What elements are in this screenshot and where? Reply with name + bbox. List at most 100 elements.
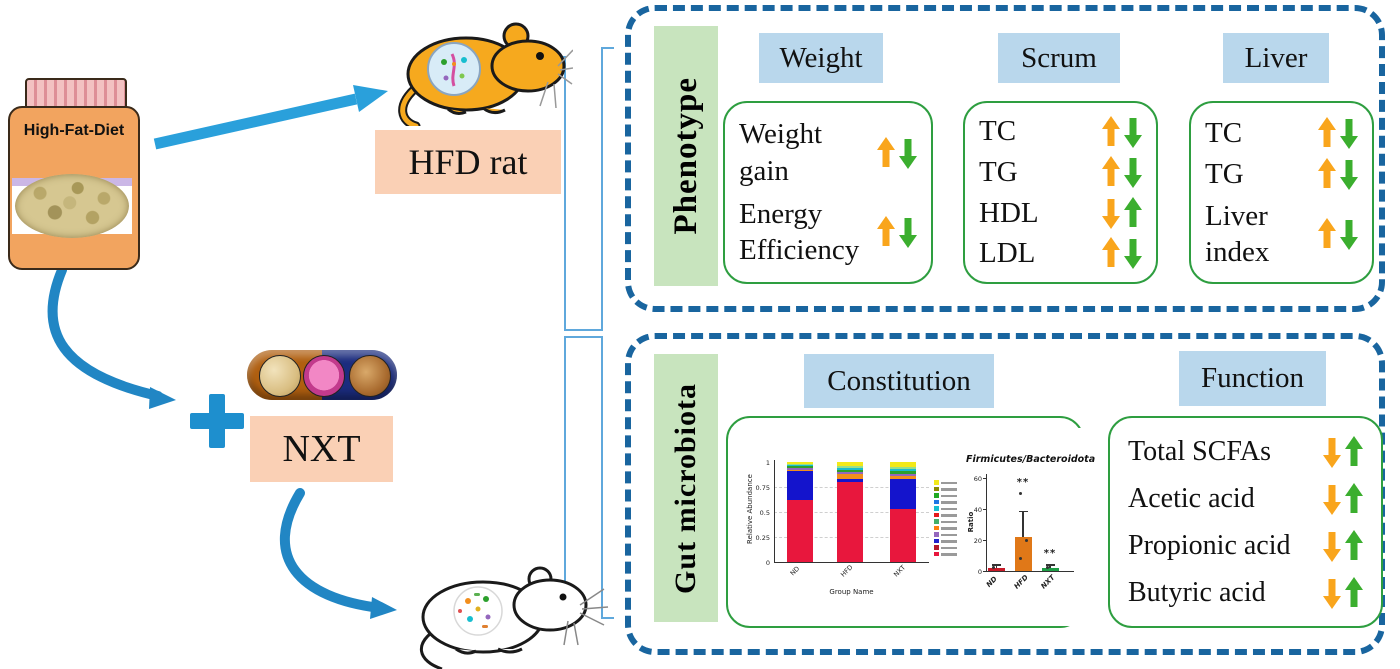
y-axis bbox=[986, 474, 988, 571]
up-arrow bbox=[876, 216, 895, 248]
legend-swatch bbox=[934, 499, 939, 504]
bar-segment bbox=[889, 471, 916, 474]
y-tick-label: 0.75 bbox=[755, 483, 770, 492]
trend-arrows bbox=[1314, 218, 1358, 251]
down-arrow bbox=[1339, 117, 1358, 149]
legend-swatch bbox=[934, 480, 939, 485]
ldl-row: LDL bbox=[979, 235, 1142, 271]
bar-segment bbox=[787, 500, 814, 562]
row-label: Liver index bbox=[1205, 200, 1270, 269]
legend-text-illegible bbox=[941, 501, 957, 504]
up-arrow bbox=[1101, 115, 1120, 148]
bar-segment bbox=[889, 462, 916, 467]
legend-swatch bbox=[934, 506, 939, 511]
bar-segment bbox=[836, 471, 863, 474]
scrum-box: TC TG HDL LDL bbox=[963, 101, 1158, 284]
ratio-bar-chart: Firmicutes/Bacteroidota 0 20 40 60 Ratio ND ** H… bbox=[966, 428, 1095, 626]
y-tick-label: 1 bbox=[765, 458, 770, 467]
y-tick-mark bbox=[983, 540, 986, 541]
data-point bbox=[1045, 565, 1049, 569]
row-label: TG bbox=[979, 156, 1018, 189]
butyric-acid-row: Butyric acid bbox=[1128, 575, 1363, 610]
jar-to-plus-arrow bbox=[47, 265, 176, 409]
data-point bbox=[1018, 557, 1022, 561]
legend-text-illegible bbox=[941, 488, 957, 491]
error-bar bbox=[995, 565, 998, 568]
data-point bbox=[992, 565, 995, 569]
row-label: Total SCFAs bbox=[1128, 436, 1271, 467]
bar-segment bbox=[836, 466, 863, 468]
trend-arrows bbox=[873, 216, 917, 249]
y-axis bbox=[774, 460, 776, 562]
legend-swatch bbox=[934, 493, 939, 498]
trend-arrows bbox=[873, 136, 917, 169]
up-arrow bbox=[1317, 218, 1336, 250]
down-arrow bbox=[1101, 197, 1120, 229]
up-arrow bbox=[1317, 158, 1336, 190]
row-label: Acetic acid bbox=[1128, 483, 1255, 514]
y-tick-mark bbox=[983, 571, 986, 572]
bar-segment bbox=[889, 467, 916, 469]
up-arrow bbox=[1101, 156, 1120, 188]
phenotype-side-label: Phenotype bbox=[667, 77, 704, 235]
x-tick-label: ND bbox=[984, 575, 999, 589]
nxt-capsule bbox=[247, 350, 397, 400]
liver-tc-row: TC bbox=[1205, 115, 1358, 151]
legend-text-illegible bbox=[941, 553, 957, 556]
bar-segment bbox=[889, 469, 916, 471]
jar-body: High-Fat-Diet bbox=[8, 106, 140, 270]
bar-segment bbox=[787, 469, 814, 471]
bar-segment bbox=[836, 462, 863, 466]
down-arrow bbox=[1339, 158, 1358, 191]
gut-microbiota-panel: Gut microbiota Constitution Function 0 0.… bbox=[625, 333, 1385, 655]
legend-text-illegible bbox=[941, 520, 957, 523]
x-tick-label: NXT bbox=[1039, 573, 1057, 591]
microbiome-dots bbox=[441, 53, 467, 87]
microbiome-dots bbox=[458, 593, 491, 628]
y-tick-label: 60 bbox=[973, 474, 982, 483]
liver-tg-row: TG bbox=[1205, 156, 1358, 192]
phenotype-side-bar: Phenotype bbox=[654, 26, 718, 286]
y-tick-label: 40 bbox=[973, 505, 982, 514]
error-bar-cap bbox=[1045, 564, 1055, 566]
row-label: LDL bbox=[979, 237, 1036, 270]
legend-swatch bbox=[934, 486, 939, 491]
phenotype-panel: Phenotype Weight Scrum Liver Weight gain… bbox=[625, 5, 1385, 312]
herb-ingredient-1 bbox=[259, 355, 301, 397]
jar-label: High-Fat-Diet bbox=[23, 122, 125, 139]
bar-segment bbox=[787, 465, 814, 466]
error-bar-cap bbox=[1018, 510, 1028, 513]
stacked-bar-chart: 0 0.25 0.5 0.75 1 ND HFD NXT Group Name Relative … bbox=[742, 450, 962, 610]
weight-box: Weight gain Energy Efficiency bbox=[723, 101, 933, 284]
down-arrow bbox=[1322, 577, 1341, 609]
down-arrow bbox=[1339, 218, 1358, 251]
legend-text-illegible bbox=[941, 514, 957, 517]
up-arrow bbox=[1101, 237, 1120, 269]
trend-arrows bbox=[1098, 196, 1142, 229]
legend-swatch bbox=[934, 519, 939, 524]
error-bar bbox=[1049, 565, 1051, 568]
tc-row: TC bbox=[979, 113, 1142, 149]
row-label: Energy Efficiency bbox=[739, 198, 860, 267]
bar-segment bbox=[787, 471, 814, 500]
bar-segment bbox=[836, 478, 863, 482]
y-tick-label: 0.25 bbox=[755, 533, 770, 542]
bar-segment bbox=[889, 474, 916, 476]
legend-text-illegible bbox=[941, 481, 957, 484]
row-label: TC bbox=[1205, 116, 1243, 149]
nxt-to-rat-arrow bbox=[279, 488, 397, 619]
row-label: Propionic acid bbox=[1128, 530, 1291, 561]
down-arrow bbox=[898, 216, 917, 249]
down-arrow bbox=[1322, 436, 1341, 468]
x-axis-title: Group Name bbox=[829, 588, 874, 596]
y-tick-label: 0.5 bbox=[759, 508, 770, 517]
down-arrow bbox=[1322, 483, 1341, 515]
food-pellets-image bbox=[15, 174, 129, 238]
legend-swatch bbox=[934, 545, 939, 550]
liver-header: Liver bbox=[1223, 33, 1329, 83]
herb-ingredient-2-flower bbox=[303, 355, 345, 397]
row-label: Weight gain bbox=[739, 118, 823, 187]
jar-label-band bbox=[12, 174, 132, 238]
row-label: Butyric acid bbox=[1128, 577, 1266, 608]
